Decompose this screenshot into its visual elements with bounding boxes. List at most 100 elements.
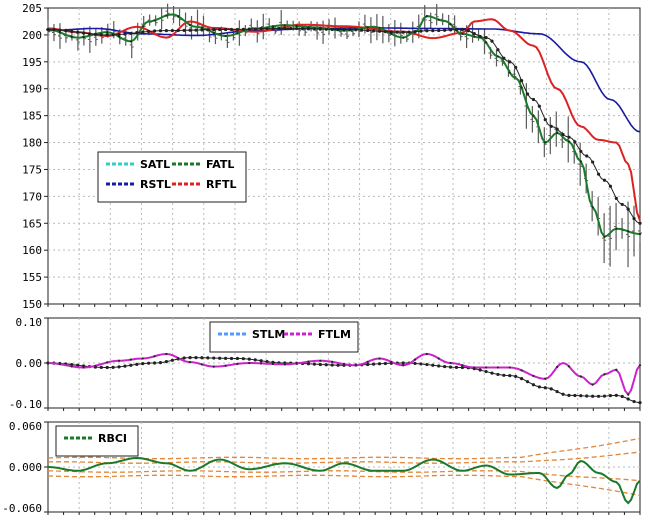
series-point-satl <box>614 196 618 200</box>
series-point-ftlm <box>449 361 452 365</box>
series-point-satl <box>247 27 251 31</box>
legend-label-rstl: RSTL <box>140 178 171 191</box>
series-point-fatl <box>212 31 215 34</box>
series-point-stlm <box>638 401 642 405</box>
series-point-satl <box>632 216 636 221</box>
series-point-satl <box>502 56 506 60</box>
series-point-stlm <box>147 361 151 365</box>
series-point-satl <box>407 30 411 34</box>
series-point-stlm <box>253 358 257 362</box>
series-point-satl <box>591 160 595 164</box>
series-point-stlm <box>460 365 464 370</box>
series-point-satl <box>543 118 547 122</box>
series-point-satl <box>318 27 322 31</box>
series-point-stlm <box>490 371 494 375</box>
series-point-ftlm <box>177 356 180 360</box>
series-point-satl <box>52 28 56 32</box>
series-point-stlm <box>502 373 506 377</box>
series-point-satl <box>64 29 68 33</box>
series-point-satl <box>224 27 228 32</box>
series-point-satl <box>123 32 127 36</box>
series-point-ftlm <box>319 359 322 362</box>
series-point-ftlm <box>532 374 535 378</box>
series-point-satl <box>360 28 364 32</box>
legend-label-rftl: RFTL <box>206 178 237 191</box>
series-point-ftlm <box>520 369 523 372</box>
legend-label-fatl: FATL <box>206 158 234 171</box>
series-point-stlm <box>224 356 228 360</box>
series-point-satl <box>472 31 476 36</box>
series-point-satl <box>259 27 263 31</box>
series-point-fatl <box>129 40 132 43</box>
y-tick-label: 160 <box>22 244 42 257</box>
series-point-fatl <box>496 55 500 58</box>
series-point-ftlm <box>615 368 618 371</box>
series-point-ftlm <box>437 357 440 360</box>
series-point-fatl <box>520 86 523 89</box>
series-point-stlm <box>312 362 316 366</box>
series-point-satl <box>218 27 222 32</box>
y-tick-label: 190 <box>22 83 42 96</box>
series-point-fatl <box>638 232 642 236</box>
series-point-ftlm <box>544 377 547 380</box>
panel-2: 0.10 0.00 -0.10 STLM FTLM <box>9 316 642 411</box>
series-point-satl <box>229 27 234 32</box>
series-point-fatl <box>544 141 547 144</box>
series-point-stlm <box>330 363 334 367</box>
legend-box <box>209 321 359 353</box>
series-point-fatl <box>449 23 452 26</box>
series-point-fatl <box>117 35 121 38</box>
series-point-ftlm <box>94 364 97 367</box>
series-point-stlm <box>531 383 536 387</box>
series-point-satl <box>176 28 180 33</box>
series-point-satl <box>194 28 198 32</box>
series-point-ftlm <box>141 357 144 360</box>
series-point-satl <box>206 28 210 32</box>
series-point-stlm <box>99 365 103 369</box>
series-point-satl <box>188 28 192 32</box>
series-point-satl <box>573 140 577 144</box>
series-point-satl <box>306 27 311 31</box>
series-point-stlm <box>585 394 589 398</box>
series-point-ftlm <box>117 359 121 362</box>
series-point-satl <box>596 172 601 176</box>
series-point-satl <box>484 36 488 40</box>
series-point-ftlm <box>354 364 357 367</box>
series-point-satl <box>253 27 257 31</box>
series-point-stlm <box>484 369 488 374</box>
series-point-fatl <box>425 14 428 18</box>
series-point-satl <box>212 28 216 32</box>
series-point-stlm <box>182 356 186 360</box>
series-point-fatl <box>236 32 239 35</box>
series-point-satl <box>348 27 352 32</box>
y-tick-label: 170 <box>22 190 42 203</box>
series-point-ftlm <box>473 366 476 369</box>
series-point-stlm <box>549 387 553 391</box>
series-point-satl <box>58 28 62 32</box>
series-point-fatl <box>70 35 73 38</box>
series-point-stlm <box>158 361 163 365</box>
series-point-satl <box>478 34 482 39</box>
series-point-stlm <box>620 394 624 399</box>
series-point-ftlm <box>366 360 369 363</box>
series-point-stlm <box>537 385 541 389</box>
y-tick-label: 150 <box>22 298 42 311</box>
series-point-stlm <box>496 372 500 377</box>
series-point-ftlm <box>342 363 346 366</box>
series-point-fatl <box>106 31 109 34</box>
series-point-fatl <box>58 31 61 34</box>
series-point-stlm <box>478 368 482 372</box>
series-point-satl <box>283 26 287 31</box>
legend-label-stlm: STLM <box>252 328 285 341</box>
series-point-stlm <box>448 365 453 369</box>
series-point-fatl <box>402 36 405 39</box>
series-point-satl <box>200 28 204 32</box>
series-point-stlm <box>579 394 583 398</box>
series-point-satl <box>531 97 536 102</box>
series-point-satl <box>99 33 103 37</box>
series-point-satl <box>70 29 74 33</box>
series-point-satl <box>567 135 571 139</box>
series-point-stlm <box>76 363 80 367</box>
series-point-satl <box>383 30 388 34</box>
